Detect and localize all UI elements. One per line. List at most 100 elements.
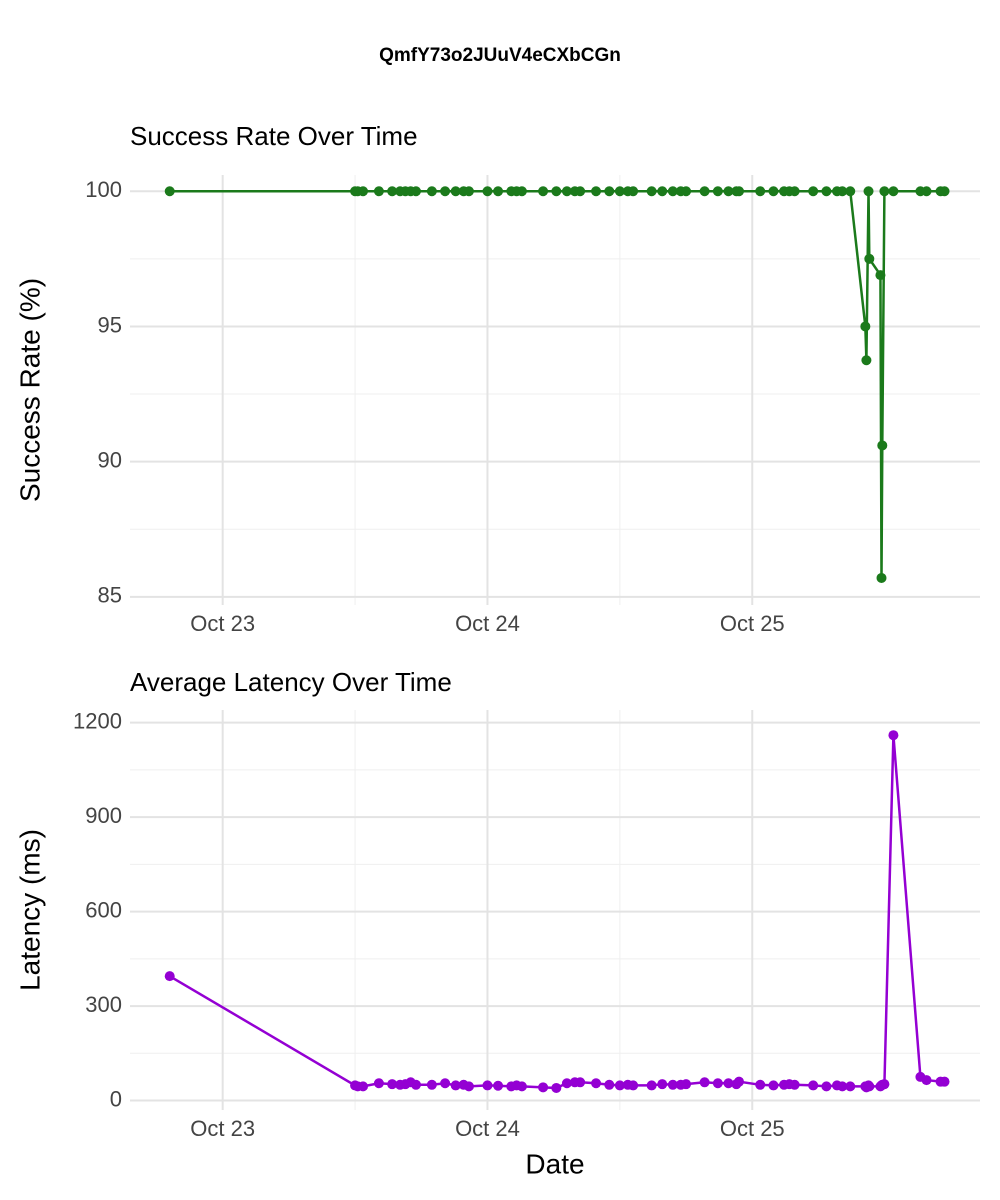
data-point [888, 186, 899, 197]
data-point [863, 186, 874, 197]
data-point [861, 355, 872, 366]
data-point [821, 1081, 832, 1092]
figure-title: QmfY73o2JUuV4eCXbCGn [379, 45, 621, 66]
x-tick-label: Oct 23 [190, 1116, 255, 1141]
data-point [768, 186, 779, 197]
data-point [551, 186, 562, 197]
x-tick-label: Oct 23 [190, 611, 255, 636]
data-point [614, 186, 625, 197]
data-point [837, 186, 848, 197]
data-point [628, 1080, 639, 1091]
data-point [939, 1076, 950, 1087]
x-tick-label: Oct 25 [720, 611, 785, 636]
data-point [734, 1076, 745, 1087]
data-point [699, 186, 710, 197]
data-point [723, 1078, 734, 1089]
series-line [169, 189, 945, 578]
y-axis-label: Latency (ms) [14, 829, 45, 991]
data-point [734, 186, 745, 197]
data-point [493, 1080, 504, 1091]
data-point [373, 186, 384, 197]
data-point [463, 186, 474, 197]
data-point [845, 186, 856, 197]
data-point [516, 186, 527, 197]
data-point [667, 186, 678, 197]
data-point [789, 186, 800, 197]
y-tick-label: 600 [85, 897, 122, 922]
data-point [876, 572, 887, 583]
data-point [463, 1081, 474, 1092]
data-point [561, 1078, 572, 1089]
data-point [614, 1080, 625, 1091]
data-point [164, 186, 175, 197]
data-point [888, 730, 899, 741]
x-tick-label: Oct 24 [455, 611, 520, 636]
data-point [845, 1081, 856, 1092]
data-point [864, 253, 875, 264]
data-point [712, 1078, 723, 1089]
data-point [821, 186, 832, 197]
data-point [450, 1080, 461, 1091]
data-point [358, 186, 369, 197]
data-point [921, 1075, 932, 1086]
data-point [646, 186, 657, 197]
data-point [657, 186, 668, 197]
data-point [426, 186, 437, 197]
data-point [493, 186, 504, 197]
data-point [667, 1079, 678, 1090]
data-point [681, 1079, 692, 1090]
data-point [808, 186, 819, 197]
x-tick-label: Oct 25 [720, 1116, 785, 1141]
data-point [875, 270, 886, 281]
data-point [879, 186, 890, 197]
y-tick-label: 900 [85, 803, 122, 828]
data-point [440, 186, 451, 197]
data-point [837, 1081, 848, 1092]
data-point [426, 1079, 437, 1090]
data-point [877, 440, 888, 451]
data-point [538, 186, 549, 197]
data-point [358, 1081, 369, 1092]
y-tick-label: 85 [98, 583, 122, 608]
panel-title: Success Rate Over Time [130, 121, 418, 151]
data-point [604, 1079, 615, 1090]
data-point [921, 186, 932, 197]
data-point [440, 1078, 451, 1089]
data-point [575, 1077, 586, 1088]
data-point [657, 1079, 668, 1090]
y-tick-label: 100 [85, 177, 122, 202]
data-point [387, 1079, 398, 1090]
data-point [860, 321, 871, 332]
data-point [538, 1082, 549, 1093]
data-point [879, 1079, 890, 1090]
data-point [864, 1081, 875, 1092]
data-point [591, 186, 602, 197]
data-point [410, 1079, 421, 1090]
data-point [482, 1080, 493, 1091]
data-point [646, 1080, 657, 1091]
y-tick-label: 95 [98, 312, 122, 337]
data-point [789, 1079, 800, 1090]
data-point [410, 186, 421, 197]
data-point [482, 186, 493, 197]
y-tick-label: 1200 [73, 708, 122, 733]
data-point [723, 186, 734, 197]
data-point [561, 186, 572, 197]
data-point [450, 186, 461, 197]
data-point [387, 186, 398, 197]
x-tick-label: Oct 24 [455, 1116, 520, 1141]
data-point [575, 186, 586, 197]
data-point [604, 186, 615, 197]
y-tick-label: 0 [110, 1086, 122, 1111]
data-point [808, 1080, 819, 1091]
data-point [939, 186, 950, 197]
data-point [755, 1079, 766, 1090]
y-axis-label: Success Rate (%) [14, 278, 45, 502]
x-axis-label: Date [525, 1148, 584, 1179]
data-point [591, 1078, 602, 1089]
data-point [681, 186, 692, 197]
data-point [755, 186, 766, 197]
data-point [628, 186, 639, 197]
data-point [768, 1080, 779, 1091]
